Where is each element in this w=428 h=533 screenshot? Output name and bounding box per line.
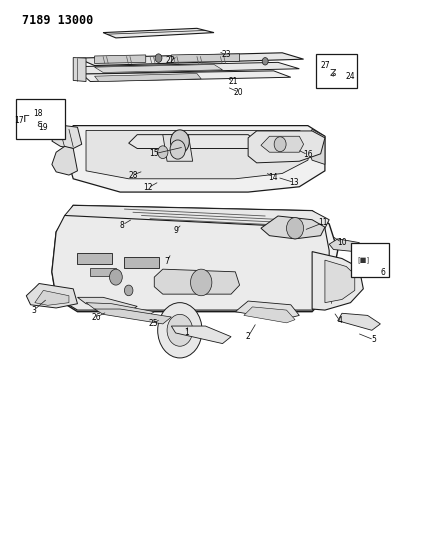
Polygon shape — [325, 260, 355, 303]
Text: 22: 22 — [166, 56, 175, 64]
Text: 15: 15 — [149, 149, 159, 158]
Text: 14: 14 — [268, 173, 278, 182]
Text: 11: 11 — [318, 219, 327, 228]
Polygon shape — [86, 303, 154, 318]
Text: 7189 13000: 7189 13000 — [22, 14, 93, 27]
Text: 3: 3 — [32, 305, 36, 314]
Text: 8: 8 — [120, 221, 125, 230]
Polygon shape — [52, 147, 77, 175]
Polygon shape — [35, 290, 69, 305]
Circle shape — [110, 269, 122, 285]
Polygon shape — [244, 307, 295, 323]
Text: 28: 28 — [128, 171, 138, 180]
Bar — [316, 54, 357, 88]
Text: [■]: [■] — [357, 257, 369, 263]
Polygon shape — [95, 74, 201, 82]
Text: 12: 12 — [143, 183, 153, 192]
Circle shape — [190, 269, 212, 296]
Polygon shape — [248, 131, 325, 163]
Polygon shape — [77, 62, 299, 74]
Text: 13: 13 — [289, 178, 299, 187]
Circle shape — [274, 137, 286, 152]
Circle shape — [170, 140, 185, 159]
Circle shape — [155, 54, 162, 62]
Polygon shape — [171, 54, 240, 62]
Polygon shape — [261, 136, 303, 152]
Polygon shape — [235, 301, 299, 320]
Text: ᴦ: ᴦ — [23, 112, 30, 125]
Text: 2: 2 — [246, 332, 250, 341]
Text: 10: 10 — [337, 238, 347, 247]
Polygon shape — [171, 326, 231, 344]
Polygon shape — [77, 253, 112, 264]
Polygon shape — [329, 239, 363, 252]
Text: 4: 4 — [337, 316, 342, 325]
Text: 7: 7 — [165, 257, 169, 265]
Text: 1: 1 — [184, 328, 189, 337]
Text: 9: 9 — [173, 226, 178, 235]
Polygon shape — [163, 135, 193, 161]
Circle shape — [158, 146, 168, 159]
Polygon shape — [338, 313, 380, 330]
Text: 23: 23 — [221, 51, 231, 59]
Polygon shape — [52, 205, 338, 312]
Polygon shape — [86, 131, 312, 179]
Polygon shape — [261, 216, 325, 239]
Polygon shape — [77, 297, 137, 312]
Text: 20: 20 — [234, 87, 244, 96]
Bar — [351, 243, 389, 277]
Text: 26: 26 — [92, 312, 101, 321]
Text: 19: 19 — [39, 123, 48, 132]
Text: 16: 16 — [303, 150, 313, 159]
Polygon shape — [129, 135, 257, 149]
Polygon shape — [82, 71, 291, 82]
Text: 21: 21 — [229, 77, 238, 86]
Polygon shape — [52, 215, 329, 310]
Circle shape — [167, 314, 193, 346]
Text: 27: 27 — [321, 61, 330, 70]
Circle shape — [262, 58, 268, 65]
Circle shape — [125, 285, 133, 296]
Text: 6: 6 — [380, 269, 385, 277]
Polygon shape — [95, 309, 171, 324]
Text: 25: 25 — [149, 319, 158, 328]
Text: 17: 17 — [14, 116, 24, 125]
Circle shape — [170, 130, 189, 154]
Text: 18: 18 — [33, 109, 43, 118]
Circle shape — [158, 303, 202, 358]
Polygon shape — [308, 130, 325, 165]
Circle shape — [158, 273, 168, 286]
Circle shape — [286, 217, 303, 239]
Polygon shape — [95, 55, 146, 63]
Text: 24: 24 — [346, 71, 355, 80]
Polygon shape — [95, 64, 223, 72]
Polygon shape — [103, 28, 214, 38]
Polygon shape — [73, 58, 86, 82]
Polygon shape — [312, 252, 363, 310]
Polygon shape — [65, 205, 329, 228]
Polygon shape — [125, 257, 158, 268]
Bar — [16, 99, 65, 139]
Polygon shape — [26, 284, 77, 308]
Text: ʑ: ʑ — [330, 65, 336, 78]
Text: 5: 5 — [372, 335, 376, 344]
Polygon shape — [77, 53, 303, 66]
Text: ε: ε — [36, 119, 42, 129]
Polygon shape — [154, 269, 240, 294]
Polygon shape — [90, 268, 116, 276]
Polygon shape — [65, 126, 325, 192]
Polygon shape — [52, 126, 82, 149]
